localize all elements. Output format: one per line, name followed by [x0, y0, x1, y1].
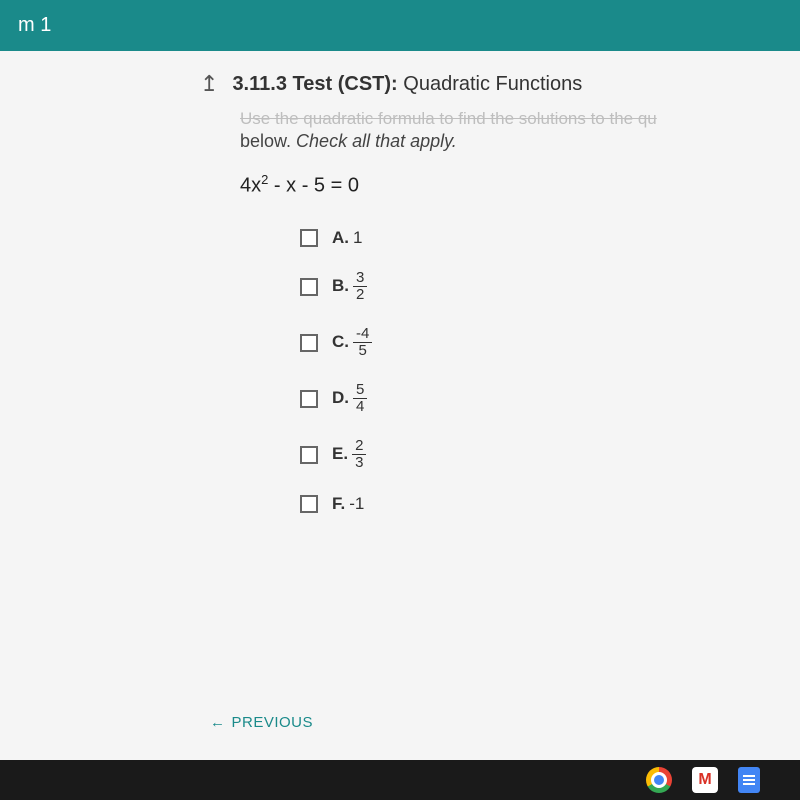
- test-header: ↥ 3.11.3 Test (CST): Quadratic Functions: [200, 71, 800, 97]
- checkbox[interactable]: [300, 334, 318, 352]
- checkbox[interactable]: [300, 390, 318, 408]
- equation: 4x2 - x - 5 = 0: [240, 172, 800, 198]
- os-taskbar: M: [0, 760, 800, 800]
- section-number: 3.11.3: [232, 73, 287, 95]
- previous-button[interactable]: ← PREVIOUS: [210, 714, 313, 731]
- checkbox[interactable]: [300, 495, 318, 513]
- instruction-prefix: below.: [240, 131, 296, 151]
- option-B[interactable]: B.32: [300, 270, 800, 304]
- instruction: below. Check all that apply.: [240, 131, 800, 152]
- answer-options: A.1 B.32 C.-45 D.54 E.23 F.-1: [300, 228, 800, 514]
- previous-label: PREVIOUS: [232, 714, 314, 731]
- option-label: C.-45: [332, 326, 372, 360]
- course-top-bar: m 1: [0, 0, 800, 51]
- question-block: Use the quadratic formula to find the so…: [240, 109, 800, 514]
- option-label: D.54: [332, 382, 367, 416]
- content-area: ↥ 3.11.3 Test (CST): Quadratic Functions…: [0, 51, 800, 791]
- checkbox[interactable]: [300, 278, 318, 296]
- cutoff-instruction: Use the quadratic formula to find the so…: [240, 109, 800, 129]
- option-D[interactable]: D.54: [300, 382, 800, 416]
- back-arrow-icon[interactable]: ↥: [200, 71, 218, 97]
- checkbox[interactable]: [300, 229, 318, 247]
- instruction-em: Check all that apply.: [296, 131, 457, 151]
- option-label: F.-1: [332, 494, 364, 514]
- title-bold: Test (CST):: [293, 73, 398, 95]
- option-label: E.23: [332, 438, 366, 472]
- title-light: Quadratic Functions: [403, 73, 582, 95]
- option-C[interactable]: C.-45: [300, 326, 800, 360]
- gmail-icon[interactable]: M: [692, 767, 718, 793]
- chrome-icon[interactable]: [646, 767, 672, 793]
- docs-icon[interactable]: [738, 767, 760, 793]
- checkbox[interactable]: [300, 446, 318, 464]
- option-E[interactable]: E.23: [300, 438, 800, 472]
- option-A[interactable]: A.1: [300, 228, 800, 248]
- test-title: 3.11.3 Test (CST): Quadratic Functions: [232, 73, 582, 96]
- option-label: A.1: [332, 228, 362, 248]
- option-F[interactable]: F.-1: [300, 494, 800, 514]
- arrow-left-icon: ←: [210, 714, 226, 731]
- course-label: m 1: [18, 14, 51, 36]
- option-label: B.32: [332, 270, 367, 304]
